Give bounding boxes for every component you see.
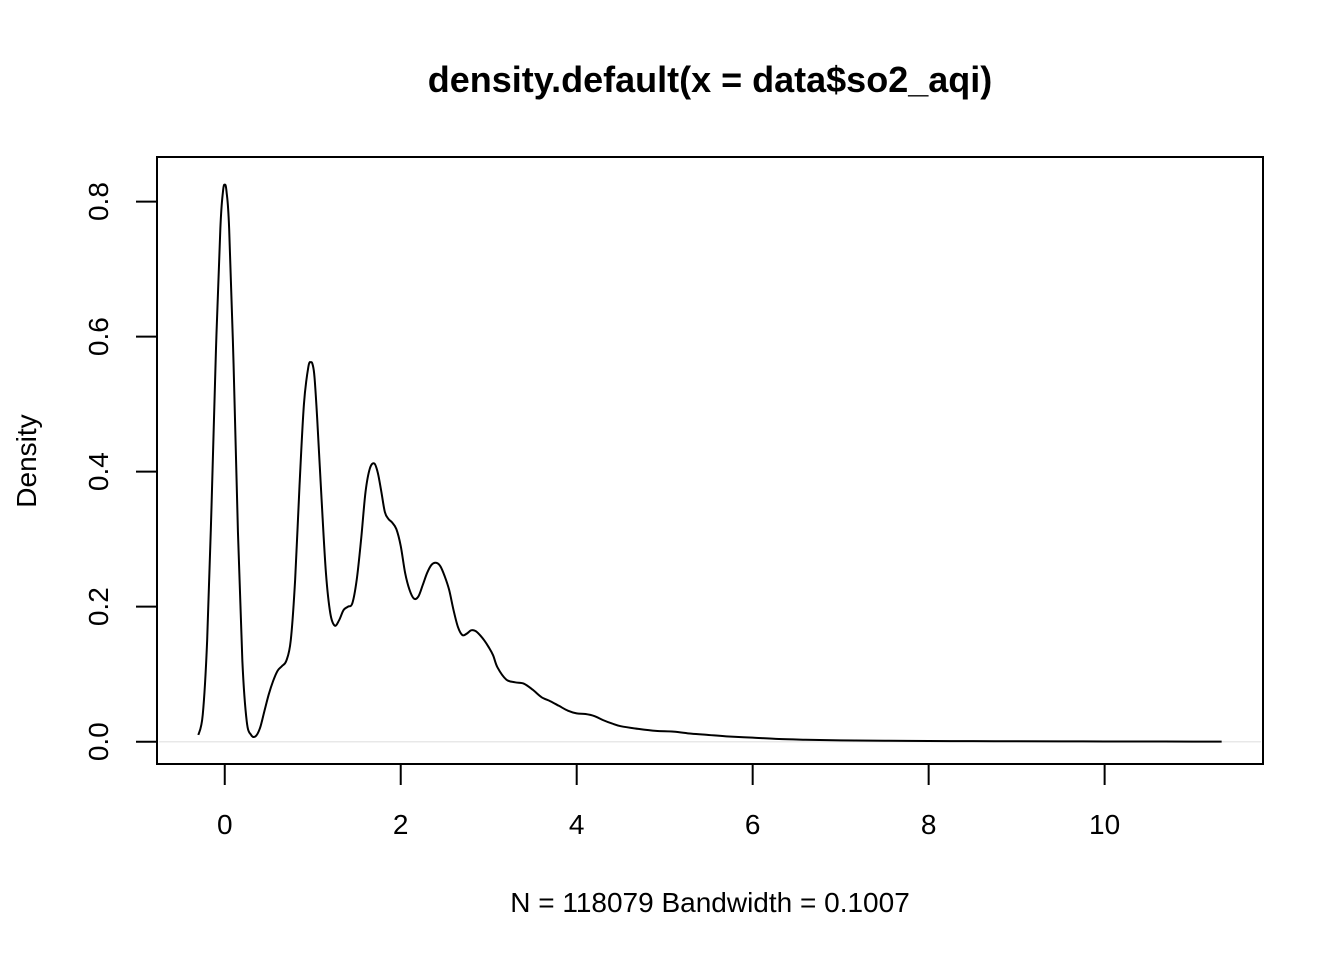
y-tick-label: 0.4: [83, 452, 114, 491]
y-tick-label: 0.8: [83, 182, 114, 221]
y-tick-label: 0.0: [83, 722, 114, 761]
x-tick-label: 6: [745, 809, 761, 840]
x-tick-label: 0: [217, 809, 233, 840]
x-axis-label: N = 118079 Bandwidth = 0.1007: [510, 887, 910, 918]
density-curve: [197, 183, 1222, 743]
x-tick-label: 2: [393, 809, 409, 840]
x-tick-label: 10: [1089, 809, 1120, 840]
y-axis-label: Density: [11, 414, 42, 507]
x-axis: 0 2 4 6 8 10: [217, 763, 1120, 840]
y-tick-label: 0.2: [83, 587, 114, 626]
y-tick-label: 0.6: [83, 317, 114, 356]
y-axis: 0.0 0.2 0.4 0.6 0.8: [83, 182, 158, 761]
x-tick-label: 4: [569, 809, 585, 840]
plot-frame: [156, 156, 1264, 765]
chart-title: density.default(x = data$so2_aqi): [428, 59, 993, 100]
x-tick-label: 8: [921, 809, 937, 840]
